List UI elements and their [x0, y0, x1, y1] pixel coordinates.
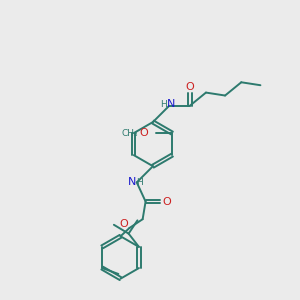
Text: N: N [128, 177, 136, 188]
Text: O: O [139, 128, 148, 138]
Text: CH₃: CH₃ [121, 129, 138, 138]
Text: N: N [167, 99, 176, 110]
Text: H: H [160, 100, 167, 109]
Text: O: O [162, 196, 171, 206]
Text: O: O [119, 220, 128, 230]
Text: H: H [136, 178, 142, 187]
Text: O: O [185, 82, 194, 92]
